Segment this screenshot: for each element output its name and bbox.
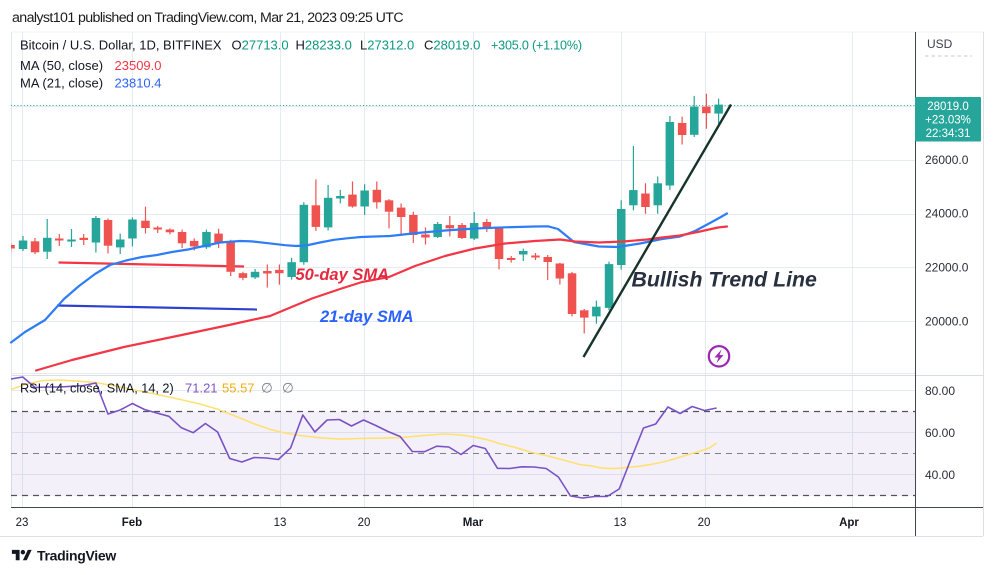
svg-text:80.00: 80.00 (925, 384, 955, 398)
svg-text:22000.0: 22000.0 (925, 261, 969, 275)
svg-text:MA (50, close): MA (50, close) (20, 58, 103, 73)
svg-text:23810.4: 23810.4 (115, 76, 162, 91)
svg-text:+23.03%: +23.03% (925, 115, 971, 127)
svg-text:20: 20 (698, 517, 711, 529)
svg-text:USD: USD (927, 37, 953, 51)
svg-text:28019.0: 28019.0 (927, 101, 969, 113)
svg-text:20000.0: 20000.0 (925, 315, 969, 329)
svg-text:Mar: Mar (463, 517, 484, 529)
svg-text:MA (21, close): MA (21, close) (20, 76, 103, 91)
svg-text:26000.0: 26000.0 (925, 153, 969, 167)
svg-text:H28233.0: H28233.0 (296, 38, 352, 53)
svg-text:Bitcoin / U.S. Dollar, 1D, BIT: Bitcoin / U.S. Dollar, 1D, BITFINEX (20, 38, 222, 53)
svg-text:40.00: 40.00 (925, 468, 955, 482)
svg-text:13: 13 (614, 517, 627, 529)
svg-text:TradingView: TradingView (37, 548, 116, 564)
svg-text:O27713.0: O27713.0 (232, 38, 289, 53)
svg-text:C28019.0: C28019.0 (424, 38, 480, 53)
svg-text:60.00: 60.00 (925, 426, 955, 440)
svg-text:∅: ∅ (282, 381, 294, 396)
svg-text:L27312.0: L27312.0 (360, 38, 414, 53)
svg-text:Feb: Feb (122, 517, 142, 529)
svg-text:Bullish Trend Line: Bullish Trend Line (632, 268, 818, 292)
svg-text:13: 13 (274, 517, 287, 529)
svg-text:+305.0 (+1.10%): +305.0 (+1.10%) (491, 39, 582, 53)
svg-text:analyst101 published on Tradin: analyst101 published on TradingView.com,… (12, 10, 403, 26)
svg-text:RSI (14, close, SMA, 14, 2): RSI (14, close, SMA, 14, 2) (20, 382, 174, 396)
svg-text:22:34:31: 22:34:31 (926, 128, 971, 140)
svg-text:23: 23 (16, 517, 29, 529)
svg-text:21-day SMA: 21-day SMA (319, 308, 414, 326)
svg-text:23509.0: 23509.0 (115, 58, 162, 73)
svg-text:55.57: 55.57 (222, 381, 255, 396)
svg-text:20: 20 (358, 517, 371, 529)
svg-text:24000.0: 24000.0 (925, 207, 969, 221)
svg-text:Apr: Apr (839, 517, 859, 529)
svg-text:50-day SMA: 50-day SMA (296, 266, 390, 284)
svg-text:∅: ∅ (261, 381, 273, 396)
svg-text:71.21: 71.21 (185, 381, 218, 396)
